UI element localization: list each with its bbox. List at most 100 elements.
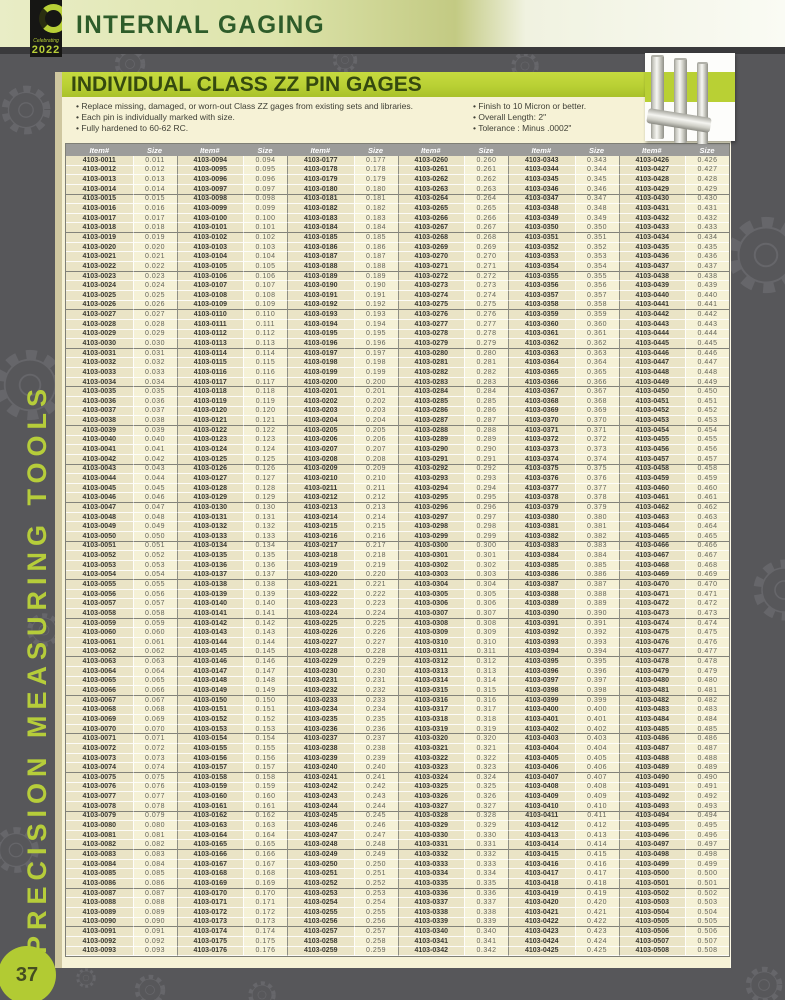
item-cell: 4103-0131: [176, 512, 243, 523]
size-cell: 0.301: [464, 551, 508, 561]
size-cell: 0.303: [464, 570, 508, 581]
size-cell: 0.043: [132, 464, 177, 475]
size-cell: 0.504: [685, 907, 729, 918]
size-cell: 0.261: [464, 165, 508, 176]
size-cell: 0.044: [132, 474, 177, 484]
size-cell: 0.124: [243, 445, 287, 455]
item-cell: 4103-0142: [176, 618, 243, 629]
item-cell: 4103-0366: [508, 377, 575, 388]
item-cell: 4103-0484: [618, 715, 685, 725]
size-cell: 0.315: [464, 686, 508, 696]
item-cell: 4103-0310: [397, 638, 464, 648]
item-cell: 4103-0293: [397, 474, 464, 484]
size-cell: 0.107: [243, 281, 287, 291]
item-cell: 4103-0130: [176, 503, 243, 513]
size-cell: 0.027: [132, 310, 177, 320]
size-cell: 0.507: [685, 936, 729, 947]
size-cell: 0.371: [574, 425, 619, 436]
size-cell: 0.073: [132, 753, 177, 764]
size-cell: 0.090: [132, 917, 177, 928]
item-cell: 4103-0447: [618, 358, 685, 369]
size-cell: 0.339: [464, 917, 508, 928]
item-cell: 4103-0472: [618, 599, 685, 610]
feature-item: Finish to 10 Micron or better.: [473, 101, 586, 112]
item-cell: 4103-0145: [176, 647, 243, 658]
item-cell: 4103-0045: [66, 483, 133, 494]
item-cell: 4103-0354: [508, 262, 575, 272]
size-cell: 0.326: [464, 792, 508, 802]
item-cell: 4103-0097: [176, 184, 243, 195]
size-cell: 0.370: [574, 416, 619, 426]
item-cell: 4103-0049: [66, 522, 133, 532]
item-cell: 4103-0200: [287, 377, 354, 388]
size-cell: 0.272: [464, 271, 508, 282]
size-cell: 0.436: [685, 252, 729, 263]
size-cell: 0.236: [353, 724, 398, 735]
item-cell: 4103-0027: [66, 310, 133, 320]
item-cell: 4103-0388: [508, 589, 575, 600]
size-cell: 0.298: [464, 522, 508, 532]
size-cell: 0.479: [685, 666, 729, 677]
size-cell: 0.120: [243, 406, 287, 417]
item-cell: 4103-0428: [618, 175, 685, 185]
item-cell: 4103-0272: [397, 271, 464, 282]
size-cell: 0.070: [132, 724, 177, 735]
item-cell: 4103-0303: [397, 570, 464, 581]
item-cell: 4103-0380: [508, 512, 575, 523]
size-cell: 0.164: [243, 830, 287, 841]
column-header-size: Size: [353, 144, 398, 156]
size-cell: 0.218: [353, 551, 398, 561]
item-cell: 4103-0279: [397, 339, 464, 349]
item-cell: 4103-0331: [397, 840, 464, 851]
size-cell: 0.152: [243, 715, 287, 725]
size-cell: 0.211: [353, 483, 398, 494]
item-cell: 4103-0127: [176, 474, 243, 484]
product-features: Replace missing, damaged, or worn-out Cl…: [62, 97, 730, 134]
size-cell: 0.039: [132, 425, 177, 436]
size-cell: 0.053: [132, 560, 177, 571]
item-cell: 4103-0298: [397, 522, 464, 532]
size-cell: 0.033: [132, 368, 177, 378]
size-cell: 0.185: [353, 233, 398, 243]
item-cell: 4103-0092: [66, 936, 133, 947]
item-cell: 4103-0061: [66, 638, 133, 648]
item-cell: 4103-0230: [287, 666, 354, 677]
item-cell: 4103-0047: [66, 503, 133, 513]
item-cell: 4103-0212: [287, 493, 354, 504]
item-cell: 4103-0177: [287, 156, 354, 166]
size-cell: 0.117: [243, 377, 287, 388]
size-cell: 0.233: [353, 695, 398, 706]
size-cell: 0.467: [685, 551, 729, 561]
item-cell: 4103-0340: [397, 927, 464, 937]
item-cell: 4103-0157: [176, 763, 243, 773]
item-cell: 4103-0086: [66, 879, 133, 889]
size-cell: 0.110: [243, 310, 287, 320]
size-cell: 0.496: [685, 830, 729, 841]
item-cell: 4103-0322: [397, 753, 464, 764]
size-cell: 0.242: [353, 782, 398, 793]
item-cell: 4103-0037: [66, 406, 133, 417]
feature-item: Each pin is individually marked with siz…: [76, 112, 473, 123]
item-cell: 4103-0048: [66, 512, 133, 523]
item-cell: 4103-0403: [508, 734, 575, 745]
size-cell: 0.296: [464, 503, 508, 513]
item-cell: 4103-0320: [397, 734, 464, 745]
item-cell: 4103-0040: [66, 435, 133, 446]
item-cell: 4103-0455: [618, 435, 685, 446]
item-cell: 4103-0154: [176, 734, 243, 745]
item-cell: 4103-0207: [287, 445, 354, 455]
item-cell: 4103-0402: [508, 724, 575, 735]
size-cell: 0.062: [132, 647, 177, 658]
item-cell: 4103-0255: [287, 907, 354, 918]
item-cell: 4103-0124: [176, 445, 243, 455]
item-cell: 4103-0501: [618, 879, 685, 889]
column-header-size: Size: [685, 144, 729, 156]
item-cell: 4103-0464: [618, 522, 685, 532]
size-cell: 0.483: [685, 705, 729, 716]
item-cell: 4103-0358: [508, 300, 575, 311]
size-cell: 0.111: [243, 319, 287, 330]
item-cell: 4103-0099: [176, 204, 243, 214]
item-cell: 4103-0478: [618, 657, 685, 667]
size-cell: 0.038: [132, 416, 177, 426]
size-cell: 0.028: [132, 319, 177, 330]
